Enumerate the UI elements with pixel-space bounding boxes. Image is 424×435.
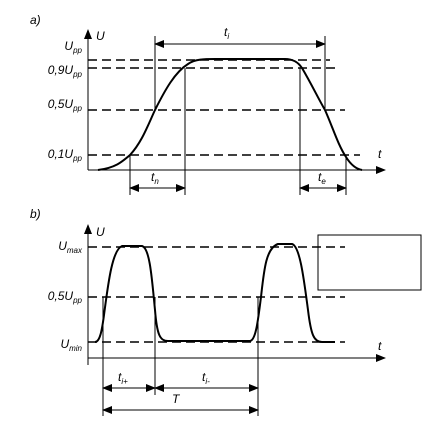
level-label: 0,9Upp — [48, 63, 83, 79]
axis-label: U — [96, 225, 105, 239]
level-label: Umin — [60, 337, 82, 353]
level-label: 0,1Upp — [48, 147, 83, 163]
blank-box — [317, 234, 422, 291]
interval-label: ti+ — [118, 370, 128, 386]
axis-label: U — [96, 29, 105, 43]
axis-label: t — [378, 339, 382, 353]
panel-label: b) — [30, 207, 41, 221]
interval-label: ti- — [202, 370, 210, 386]
panel-label: a) — [30, 13, 41, 27]
axis-label: t — [378, 147, 382, 161]
level-label: Umax — [58, 239, 83, 255]
interval-label: T — [172, 392, 181, 406]
waveform — [97, 58, 363, 171]
panel-b: b) U t Umax 0,5Upp Umin ti+ ti- T — [30, 207, 422, 416]
interval-label: ti — [224, 25, 229, 41]
interval-label: te — [318, 170, 326, 186]
level-label: Upp — [64, 39, 82, 55]
level-label: 0,5Upp — [48, 289, 83, 305]
level-label: 0,5Upp — [48, 97, 83, 113]
interval-label: tn — [151, 170, 159, 186]
panel-a: a) U t Upp 0,9Upp 0,5Upp 0,1Upp ti tn te — [30, 13, 386, 195]
waveform — [94, 243, 335, 343]
